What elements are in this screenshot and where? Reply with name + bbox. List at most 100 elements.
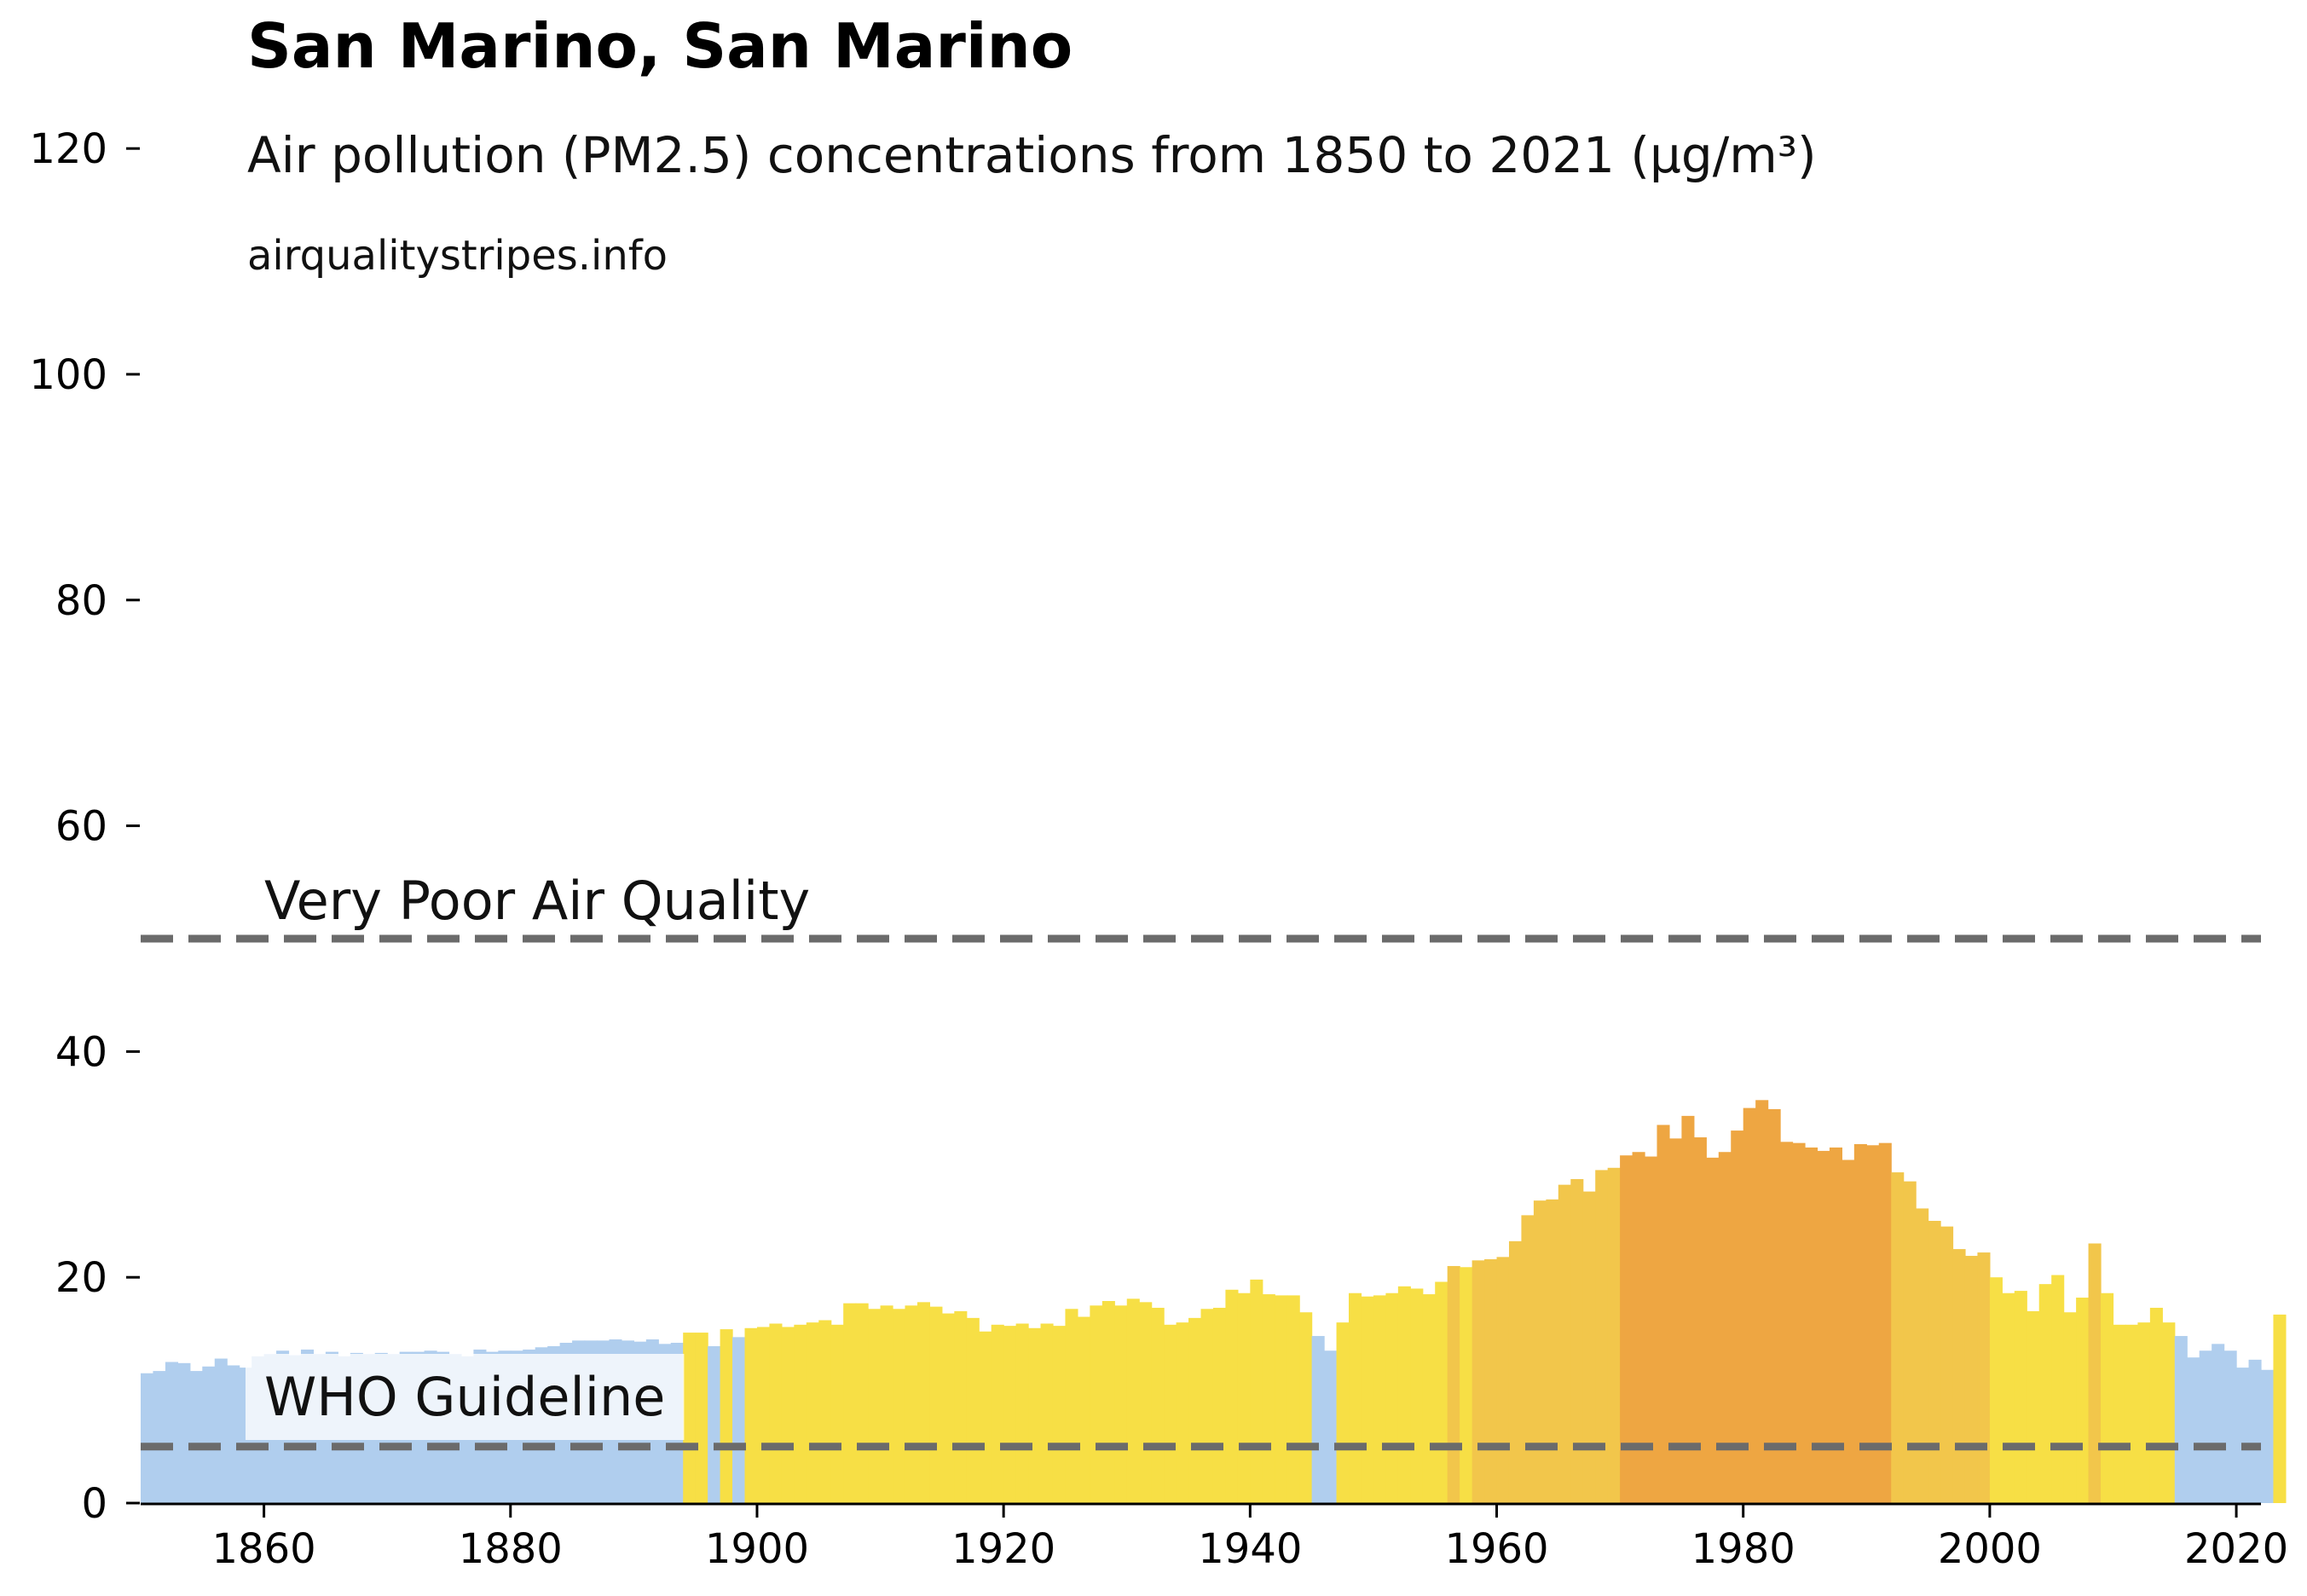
bar-1853 (177, 1362, 191, 1503)
bar-1946 (1324, 1350, 1338, 1503)
bar-1937 (1212, 1307, 1227, 1503)
bar-1923 (1040, 1323, 1054, 1503)
y-tick-label-120: 120 (29, 125, 107, 173)
bar-2001 (2002, 1292, 2015, 1503)
bar-1934 (1176, 1322, 1189, 1503)
bar-1897 (720, 1329, 733, 1503)
bar-1967 (1582, 1191, 1596, 1503)
bar-1926 (1077, 1316, 1090, 1503)
bar-1961 (1508, 1240, 1523, 1503)
bar-1979 (1731, 1130, 1744, 1503)
bar-1945 (1311, 1336, 1325, 1503)
bar-1981 (1755, 1100, 1769, 1503)
bar-1856 (214, 1358, 228, 1503)
bar-1957 (1460, 1267, 1473, 1503)
bar-1852 (165, 1362, 178, 1503)
bar-1958 (1472, 1260, 1485, 1503)
bar-1899 (744, 1327, 758, 1503)
bar-1995 (1928, 1221, 1941, 1503)
bar-1943 (1286, 1295, 1300, 1503)
bar-1999 (1977, 1252, 1991, 1503)
bar-1930 (1126, 1298, 1140, 1503)
x-tick-label-1880: 1880 (459, 1525, 563, 1573)
bar-1901 (769, 1323, 783, 1503)
bar-1986 (1817, 1150, 1830, 1503)
bar-1912 (905, 1305, 918, 1503)
bar-1911 (893, 1309, 906, 1503)
bar-1973 (1657, 1125, 1670, 1503)
bar-1965 (1558, 1184, 1571, 1503)
bar-2010 (2113, 1324, 2126, 1503)
bar-1941 (1262, 1294, 1275, 1503)
bar-2012 (2137, 1322, 2151, 1503)
bar-1942 (1275, 1295, 1288, 1503)
reference-label-background (246, 1354, 685, 1440)
bar-2023 (2273, 1314, 2287, 1503)
x-tick-label-1980: 1980 (1691, 1525, 1795, 1573)
x-tick-label-1920: 1920 (951, 1525, 1055, 1573)
reference-label-1: WHO Guideline (264, 1366, 665, 1428)
bar-1851 (153, 1371, 166, 1503)
bar-1895 (695, 1333, 708, 1503)
bar-1910 (880, 1305, 893, 1503)
y-tick-label-0: 0 (81, 1480, 107, 1528)
bar-2003 (2027, 1310, 2040, 1503)
bar-1948 (1349, 1292, 1362, 1503)
bar-1991 (1878, 1142, 1892, 1503)
x-tick-label-2020: 2020 (2184, 1525, 2288, 1573)
bar-1988 (1842, 1159, 1855, 1503)
chart-subtitle: Air pollution (PM2.5) concentrations fro… (247, 126, 1817, 184)
chart-title: San Marino, San Marino (247, 10, 1073, 82)
bar-1936 (1200, 1309, 1214, 1503)
bar-2014 (2162, 1322, 2176, 1503)
bar-1903 (794, 1324, 807, 1503)
bar-1964 (1546, 1199, 1559, 1503)
bar-1970 (1620, 1155, 1633, 1503)
bar-1929 (1114, 1305, 1128, 1503)
bar-2021 (2248, 1359, 2262, 1503)
bar-1956 (1447, 1265, 1460, 1503)
bar-1971 (1632, 1152, 1645, 1503)
bar-1907 (843, 1303, 857, 1503)
bar-1992 (1891, 1172, 1905, 1503)
bars-group (141, 1100, 2287, 1503)
bar-1913 (916, 1302, 930, 1503)
bar-1951 (1385, 1292, 1399, 1503)
y-tick-label-80: 80 (55, 577, 107, 625)
bar-1949 (1361, 1296, 1374, 1503)
y-tick-label-60: 60 (55, 803, 107, 851)
bar-1922 (1028, 1327, 1042, 1503)
bar-1982 (1767, 1108, 1781, 1503)
y-tick-label-20: 20 (55, 1254, 107, 1302)
bar-1925 (1065, 1309, 1078, 1503)
y-tick-label-100: 100 (29, 351, 107, 399)
bar-1918 (979, 1331, 992, 1503)
bar-1994 (1916, 1208, 1929, 1503)
bar-1898 (732, 1337, 746, 1503)
bar-2020 (2236, 1368, 2250, 1503)
bar-2008 (2088, 1243, 2102, 1503)
bar-2013 (2149, 1307, 2163, 1503)
x-tick-label-1900: 1900 (705, 1525, 809, 1573)
bar-2004 (2038, 1284, 2052, 1503)
bar-1924 (1052, 1326, 1067, 1503)
bar-1997 (1952, 1249, 1966, 1503)
bar-1954 (1422, 1294, 1436, 1503)
x-tick-label-1860: 1860 (212, 1525, 316, 1573)
bar-2009 (2101, 1292, 2114, 1503)
chart-source: airqualitystripes.info (247, 232, 668, 280)
reference-lines: Very Poor Air Quality WHO Guideline (141, 870, 2261, 1451)
bar-1974 (1668, 1138, 1683, 1503)
bar-2002 (2014, 1291, 2027, 1503)
bar-1900 (756, 1327, 771, 1503)
bar-1921 (1015, 1323, 1029, 1503)
bar-2005 (2051, 1275, 2065, 1503)
bar-1938 (1225, 1289, 1239, 1503)
bar-1909 (868, 1309, 882, 1503)
bar-1902 (781, 1327, 795, 1503)
x-axis: 1860 1880 1900 1920 1940 1960 1980 2000 2020 (141, 1502, 2288, 1573)
bar-1854 (189, 1371, 203, 1503)
bar-1939 (1237, 1292, 1251, 1503)
reference-label-0: Very Poor Air Quality (264, 870, 810, 932)
